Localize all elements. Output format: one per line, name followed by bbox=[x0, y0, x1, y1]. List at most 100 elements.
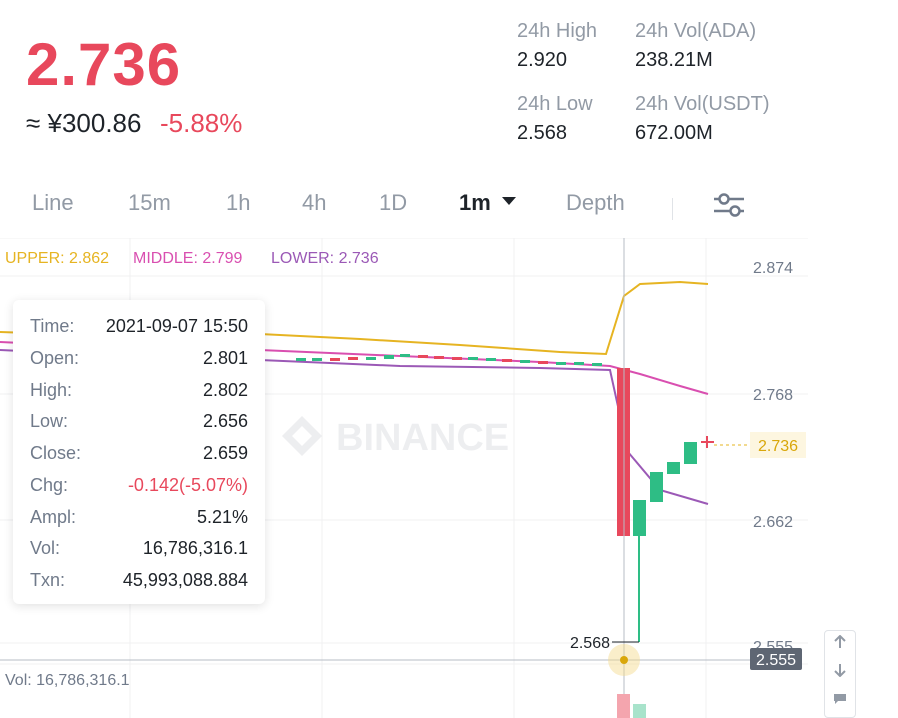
tooltip-key: High: bbox=[30, 380, 73, 400]
binance-watermark: BINANCE bbox=[282, 416, 509, 459]
vol-ada-label: 24h Vol(ADA) bbox=[635, 20, 757, 42]
tooltip-key: Vol: bbox=[30, 538, 61, 558]
tooltip-value: 45,993,088.884 bbox=[122, 570, 248, 590]
low-marker-label: 2.568 bbox=[570, 635, 610, 652]
scroll-down-button[interactable] bbox=[825, 659, 855, 687]
tooltip-key: Open: bbox=[30, 348, 80, 368]
candle bbox=[684, 442, 697, 464]
low-label: 24h Low bbox=[517, 93, 593, 115]
candle bbox=[538, 361, 548, 364]
tooltip-key: Txn: bbox=[30, 570, 66, 590]
tab-divider bbox=[672, 198, 673, 220]
candle bbox=[701, 441, 714, 443]
last-price: 2.736 bbox=[26, 31, 182, 98]
comment-button[interactable] bbox=[825, 687, 855, 715]
candle-tooltip: Time: 2021-09-07 15:50 Open: 2.801 High: 2.… bbox=[13, 300, 265, 604]
crosshair-price-tag: 2.555 bbox=[756, 652, 796, 669]
tab-line[interactable]: Line bbox=[32, 190, 74, 215]
candle bbox=[366, 357, 376, 360]
candle bbox=[468, 357, 478, 360]
tooltip-key: Close: bbox=[30, 443, 82, 463]
tab-15m[interactable]: 15m bbox=[128, 190, 171, 215]
crosshair-dot bbox=[620, 656, 628, 664]
volume-bar bbox=[633, 704, 646, 718]
tooltip-value: 2.659 bbox=[202, 443, 248, 463]
tooltip-key: Ampl: bbox=[30, 507, 77, 527]
volume-label: Vol: 16,786,316.1 bbox=[5, 672, 130, 689]
scroll-up-button[interactable] bbox=[825, 631, 855, 659]
tab-depth[interactable]: Depth bbox=[566, 190, 625, 215]
candle bbox=[452, 357, 462, 360]
candle-series bbox=[296, 354, 714, 642]
tab-4h[interactable]: 4h bbox=[302, 190, 327, 215]
price-axis-label: 2.662 bbox=[753, 514, 793, 531]
tooltip-value: 2021-09-07 15:50 bbox=[105, 316, 248, 336]
candle bbox=[574, 362, 584, 365]
chart-settings-button[interactable] bbox=[712, 192, 746, 224]
arrow-up-icon bbox=[834, 634, 846, 648]
tab-1h[interactable]: 1h bbox=[226, 190, 251, 215]
caret-down-icon bbox=[501, 197, 516, 206]
tooltip-row-ampl: Ampl: 5.21% bbox=[30, 507, 248, 539]
candle bbox=[592, 363, 602, 366]
candle bbox=[667, 462, 680, 474]
upper-band-legend: UPPER: 2.862 bbox=[5, 250, 110, 267]
volume-bar bbox=[617, 694, 630, 718]
tab-1m[interactable]: 1m bbox=[459, 190, 517, 216]
tooltip-key: Time: bbox=[30, 316, 75, 336]
candle bbox=[556, 362, 566, 365]
tooltip-value: 2.801 bbox=[202, 348, 248, 368]
vol-usdt-label: 24h Vol(USDT) bbox=[635, 93, 770, 115]
tooltip-row-close: Close: 2.659 bbox=[30, 443, 248, 475]
candle bbox=[348, 357, 358, 360]
tooltip-value: 5.21% bbox=[196, 507, 248, 527]
arrow-down-icon bbox=[834, 664, 846, 678]
candle bbox=[520, 360, 530, 363]
low-value: 2.568 bbox=[517, 122, 568, 144]
tooltip-row-high: High: 2.802 bbox=[30, 380, 248, 412]
watermark-text: BINANCE bbox=[336, 417, 509, 459]
tooltip-row-open: Open: 2.801 bbox=[30, 348, 248, 380]
tooltip-value: 16,786,316.1 bbox=[142, 538, 248, 558]
tooltip-row-time: Time: 2021-09-07 15:50 bbox=[30, 316, 248, 348]
sliders-icon bbox=[714, 193, 744, 217]
lower-band-legend: LOWER: 2.736 bbox=[271, 250, 379, 267]
tab-1m-label: 1m bbox=[459, 190, 491, 215]
candle bbox=[650, 472, 663, 502]
tooltip-value: -0.142(-5.07%) bbox=[127, 475, 248, 495]
candle bbox=[330, 358, 340, 361]
middle-band-legend: MIDDLE: 2.799 bbox=[133, 250, 243, 267]
current-price-tag-bg bbox=[750, 432, 806, 458]
tab-1d[interactable]: 1D bbox=[379, 190, 408, 215]
candle bbox=[384, 355, 394, 359]
crosshair-price-tag-bg bbox=[750, 648, 802, 670]
candle bbox=[418, 355, 428, 358]
candle bbox=[502, 359, 512, 362]
price-change-percent: -5.88% bbox=[160, 108, 243, 138]
cny-price: ≈ ¥300.86 bbox=[26, 108, 142, 138]
price-axis-label: 2.768 bbox=[753, 387, 793, 404]
tooltip-row-vol: Vol: 16,786,316.1 bbox=[30, 538, 248, 570]
high-label: 24h High bbox=[517, 20, 598, 42]
interval-tabs: Line 15m 1h 4h 1D 1m Depth bbox=[0, 190, 810, 230]
vol-ada-value: 238.21M bbox=[635, 49, 713, 71]
tooltip-row-txn: Txn: 45,993,088.884 bbox=[30, 570, 248, 602]
candle bbox=[486, 358, 496, 361]
candle bbox=[400, 354, 410, 357]
tooltip-row-chg: Chg: -0.142(-5.07%) bbox=[30, 475, 248, 507]
candle bbox=[434, 356, 444, 359]
high-value: 2.920 bbox=[517, 49, 568, 71]
tooltip-key: Chg: bbox=[30, 475, 69, 495]
tooltip-row-low: Low: 2.656 bbox=[30, 411, 248, 443]
chart-side-controls bbox=[824, 630, 856, 718]
tooltip-value: 2.656 bbox=[202, 411, 248, 431]
candle bbox=[296, 358, 306, 361]
current-price-tag: 2.736 bbox=[758, 438, 798, 455]
candle bbox=[633, 500, 646, 536]
comment-icon bbox=[834, 694, 846, 704]
candle bbox=[312, 358, 322, 361]
vol-usdt-value: 672.00M bbox=[635, 122, 713, 144]
price-axis-label: 2.874 bbox=[753, 260, 793, 277]
tooltip-value: 2.802 bbox=[202, 380, 248, 400]
tooltip-key: Low: bbox=[30, 411, 69, 431]
